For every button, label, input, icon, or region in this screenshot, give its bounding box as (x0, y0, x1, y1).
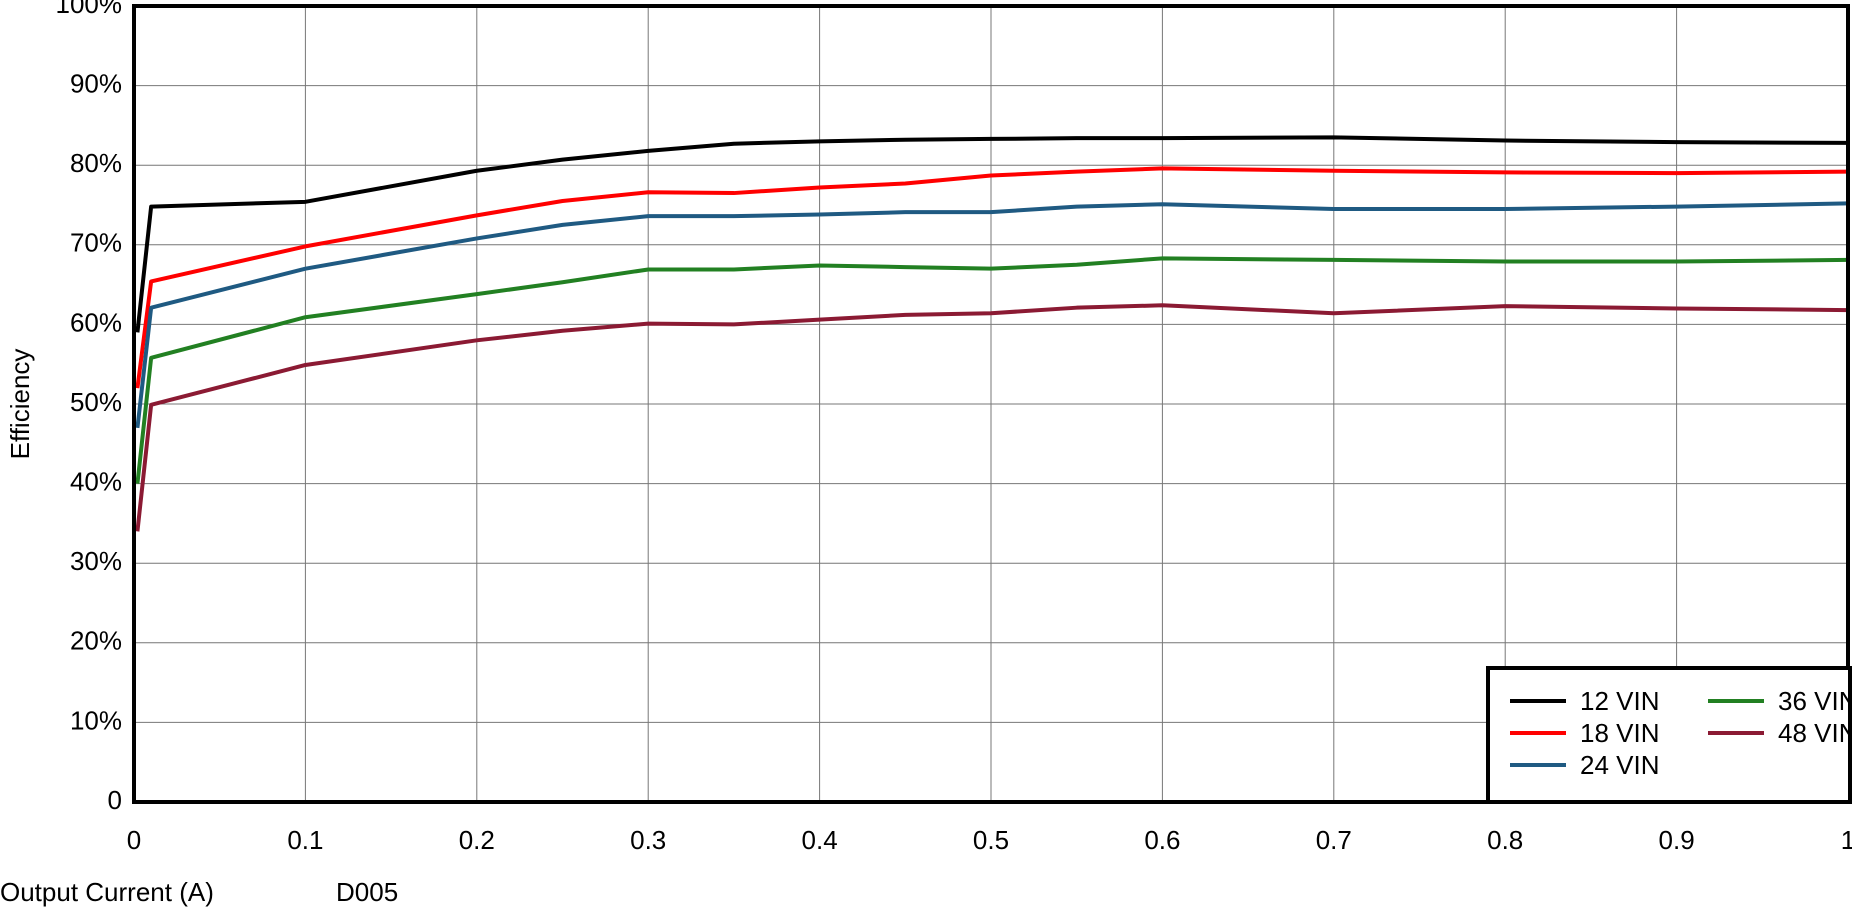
legend-label: 48 VIN (1778, 718, 1852, 748)
legend-label: 12 VIN (1580, 686, 1660, 716)
x-tick-label: 1 (1841, 825, 1852, 855)
y-tick-label: 90% (70, 68, 122, 98)
y-axis-label: Efficiency (5, 349, 35, 460)
y-tick-label: 80% (70, 148, 122, 178)
y-tick-label: 10% (70, 705, 122, 735)
legend-label: 24 VIN (1580, 750, 1660, 780)
y-tick-label: 20% (70, 626, 122, 656)
x-tick-label: 0.9 (1659, 825, 1695, 855)
series-line (135, 166, 1849, 389)
series-line (135, 201, 1849, 429)
x-tick-label: 0.2 (459, 825, 495, 855)
y-tick-label: 0 (108, 785, 122, 815)
x-tick-label: 0.3 (630, 825, 666, 855)
x-tick-label: 0.4 (802, 825, 838, 855)
series-line (135, 256, 1849, 484)
plot-frame (132, 4, 1850, 804)
y-tick-label: 30% (70, 546, 122, 576)
x-tick-label: 0.8 (1487, 825, 1523, 855)
y-tick-label: 70% (70, 228, 122, 258)
note: D005 (336, 877, 398, 907)
series-line (135, 303, 1849, 532)
x-tick-label: 0.1 (287, 825, 323, 855)
y-tick-label: 50% (70, 387, 122, 417)
legend-label: 36 VIN (1778, 686, 1852, 716)
x-tick-label: 0 (127, 825, 141, 855)
x-tick-label: 0.7 (1316, 825, 1352, 855)
y-tick-label: 40% (70, 466, 122, 496)
x-axis-label: Output Current (A) (0, 877, 214, 907)
x-tick-label: 0.5 (973, 825, 1009, 855)
legend-label: 18 VIN (1580, 718, 1660, 748)
y-tick-label: 60% (70, 307, 122, 337)
y-tick-label: 100% (56, 0, 123, 19)
series-line (135, 135, 1849, 333)
x-tick-label: 0.6 (1144, 825, 1180, 855)
